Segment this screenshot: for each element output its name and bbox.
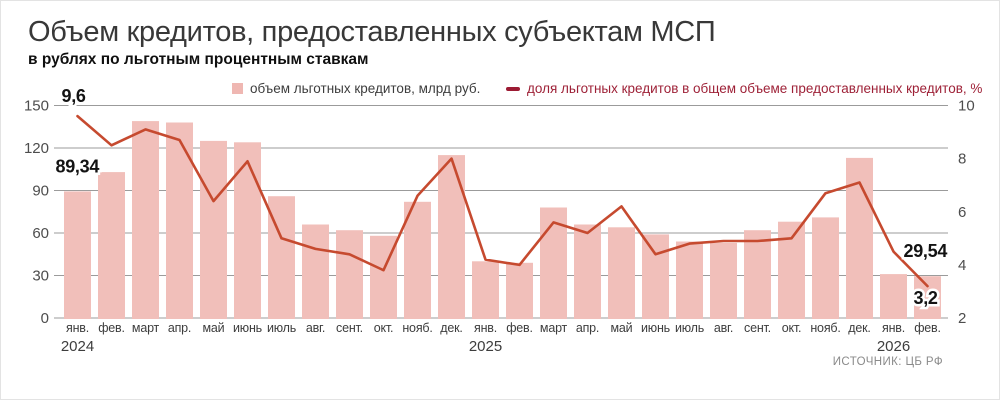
- month-label: март: [132, 321, 160, 335]
- month-label: дек.: [848, 321, 870, 335]
- bar: [132, 121, 159, 319]
- bar: [234, 142, 261, 319]
- right-axis-tick: 6: [958, 204, 966, 221]
- value-annotation: 3,2: [914, 288, 938, 308]
- bar: [812, 217, 839, 319]
- month-label: июнь: [641, 321, 670, 335]
- value-annotation: 89,34: [56, 156, 100, 176]
- month-label: фев.: [506, 321, 533, 335]
- bar: [200, 140, 227, 319]
- bar: [710, 242, 737, 319]
- bar: [880, 274, 907, 319]
- legend-label-volume: объем льготных кредитов, млрд руб.: [250, 81, 481, 96]
- month-label: авг.: [306, 321, 325, 335]
- bar: [506, 262, 533, 320]
- legend-item-share: доля льготных кредитов в общем объеме пр…: [506, 81, 982, 96]
- month-label: окт.: [782, 321, 802, 335]
- month-label: июль: [267, 321, 296, 335]
- month-label: нояб.: [402, 321, 432, 335]
- month-label: янв.: [882, 321, 905, 335]
- month-label: дек.: [440, 321, 462, 335]
- chart-subtitle: в рублях по льготным процентным ставкам: [28, 51, 369, 68]
- month-label: фев.: [98, 321, 125, 335]
- month-label: май: [611, 321, 633, 335]
- bar: [574, 224, 601, 319]
- bar-swatch-icon: [232, 83, 243, 94]
- month-label: окт.: [374, 321, 394, 335]
- month-label: июль: [675, 321, 704, 335]
- bar: [914, 276, 941, 319]
- left-axis-tick: 90: [32, 183, 49, 200]
- year-label: 2025: [469, 338, 502, 355]
- value-annotation: 9,6: [62, 86, 86, 106]
- bar: [404, 201, 431, 319]
- month-label: сент.: [744, 321, 771, 335]
- source-note: ИСТОЧНИК: ЦБ РФ: [832, 356, 943, 368]
- left-axis-tick: 60: [32, 225, 49, 242]
- chart-title: Объем кредитов, предоставленных субъекта…: [28, 16, 716, 48]
- month-label: май: [203, 321, 225, 335]
- month-label: авг.: [714, 321, 733, 335]
- line-swatch-icon: [506, 86, 520, 91]
- right-axis-tick: 8: [958, 151, 966, 168]
- bar: [472, 261, 499, 319]
- bar: [98, 172, 125, 319]
- share-line: [76, 114, 929, 288]
- left-axis-tick: 150: [24, 98, 49, 115]
- month-label: апр.: [168, 321, 191, 335]
- bar: [642, 234, 669, 319]
- bar: [166, 122, 193, 319]
- month-label: март: [540, 321, 568, 335]
- month-label: янв.: [66, 321, 89, 335]
- bar: [302, 224, 329, 319]
- right-axis-tick: 4: [958, 257, 966, 274]
- month-label: сент.: [336, 321, 363, 335]
- left-axis-tick: 120: [24, 140, 49, 157]
- right-axis-tick: 10: [958, 98, 975, 115]
- legend-label-share: доля льготных кредитов в общем объеме пр…: [527, 81, 983, 96]
- right-axis-tick: 2: [958, 310, 966, 327]
- bar: [744, 230, 771, 319]
- month-label: янв.: [474, 321, 497, 335]
- bar: [336, 230, 363, 319]
- bar: [64, 191, 91, 319]
- month-label: нояб.: [810, 321, 840, 335]
- month-label: июнь: [233, 321, 262, 335]
- year-label: 2024: [61, 338, 94, 355]
- bar: [608, 227, 635, 319]
- year-label: 2026: [877, 338, 910, 355]
- legend-item-volume: объем льготных кредитов, млрд руб.: [232, 81, 480, 96]
- left-axis-tick: 30: [32, 268, 49, 285]
- bar: [438, 155, 465, 319]
- left-axis-tick: 0: [41, 310, 49, 327]
- bar: [676, 241, 703, 319]
- month-label: апр.: [576, 321, 599, 335]
- value-annotation: 29,54: [904, 241, 948, 261]
- month-label: фев.: [914, 321, 941, 335]
